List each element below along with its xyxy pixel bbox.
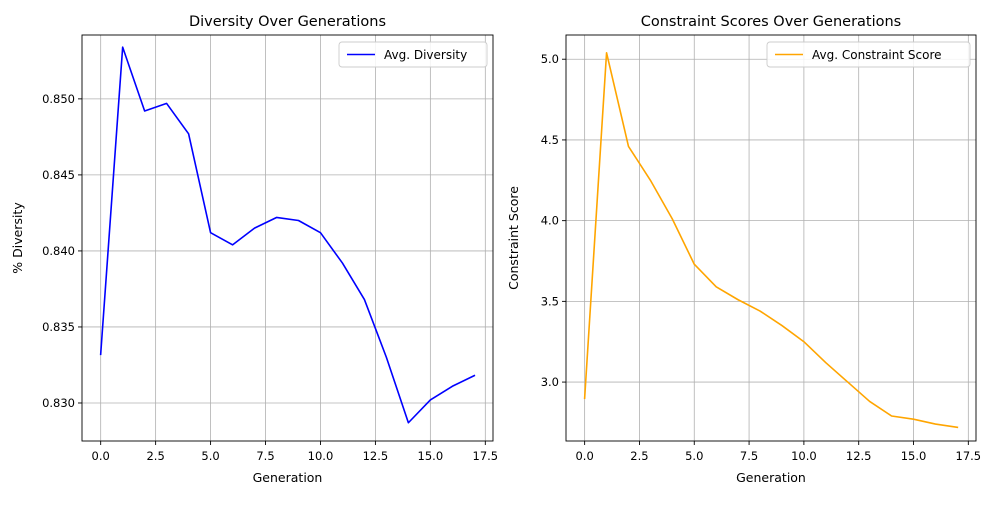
x-tick-label: 15.0	[901, 449, 927, 463]
legend-label: Avg. Diversity	[384, 48, 467, 62]
y-tick-label: 5.0	[541, 52, 559, 66]
y-tick-label: 3.5	[541, 294, 559, 308]
y-tick-label: 4.0	[541, 214, 559, 228]
x-tick-label: 7.5	[740, 449, 758, 463]
series-line-0	[585, 53, 958, 428]
chart-panel-diversity: 0.0 2.5 5.0 7.5 10.0 12.5 15.0 17.5 0.830 0.835 0.…	[10, 14, 498, 485]
x-tick-label: 15.0	[418, 449, 444, 463]
axes-frame	[82, 35, 493, 441]
x-tick-label: 10.0	[791, 449, 817, 463]
y-tick-label: 0.845	[42, 168, 75, 182]
x-tick-label: 2.5	[146, 449, 164, 463]
y-tick-label: 0.850	[42, 92, 75, 106]
x-tick-label: 17.5	[956, 449, 982, 463]
axes-frame	[566, 35, 976, 441]
y-tick-label: 0.840	[42, 244, 75, 258]
x-axis-label: Generation	[253, 470, 323, 485]
x-tick-label: 12.5	[363, 449, 389, 463]
legend: Avg. Diversity	[339, 42, 487, 67]
x-tick-label: 5.0	[201, 449, 219, 463]
y-tick-label: 0.830	[42, 396, 75, 410]
x-tick-label: 0.0	[575, 449, 593, 463]
chart-title: Diversity Over Generations	[189, 14, 386, 30]
x-tick-label: 12.5	[846, 449, 872, 463]
y-axis-label: % Diversity	[10, 202, 25, 274]
x-tick-label: 0.0	[92, 449, 110, 463]
x-tick-label: 2.5	[630, 449, 648, 463]
legend: Avg. Constraint Score	[767, 42, 970, 67]
chart-panel-constraint: 0.0 2.5 5.0 7.5 10.0 12.5 15.0 17.5 3.0 3.5 4.0 4.5…	[506, 14, 981, 485]
y-tick-label: 4.5	[541, 133, 559, 147]
chart-title: Constraint Scores Over Generations	[641, 14, 902, 30]
x-tick-label: 10.0	[308, 449, 334, 463]
series-line-0	[101, 47, 475, 423]
x-tick-label: 5.0	[685, 449, 703, 463]
y-tick-label: 3.0	[541, 375, 559, 389]
legend-label: Avg. Constraint Score	[812, 48, 942, 62]
x-tick-label: 7.5	[256, 449, 274, 463]
x-tick-label: 17.5	[473, 449, 499, 463]
y-tick-label: 0.835	[42, 320, 75, 334]
y-axis-label: Constraint Score	[506, 186, 521, 290]
x-axis-label: Generation	[736, 470, 806, 485]
